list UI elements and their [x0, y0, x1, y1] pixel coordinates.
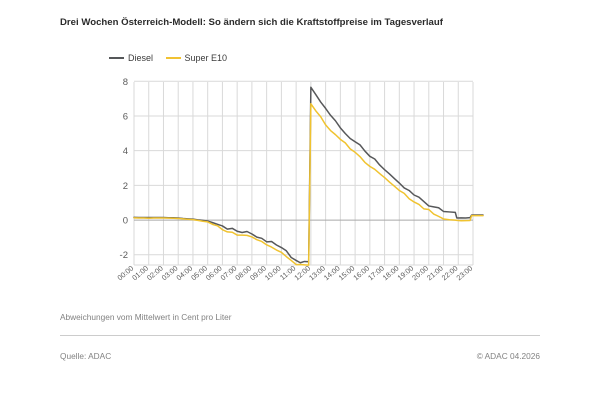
svg-text:-2: -2	[120, 250, 128, 261]
svg-text:0: 0	[123, 216, 128, 227]
svg-text:8: 8	[123, 77, 128, 88]
svg-text:23:00: 23:00	[455, 264, 475, 283]
svg-text:4: 4	[123, 146, 128, 157]
svg-text:2: 2	[123, 181, 128, 192]
svg-text:6: 6	[123, 112, 128, 123]
